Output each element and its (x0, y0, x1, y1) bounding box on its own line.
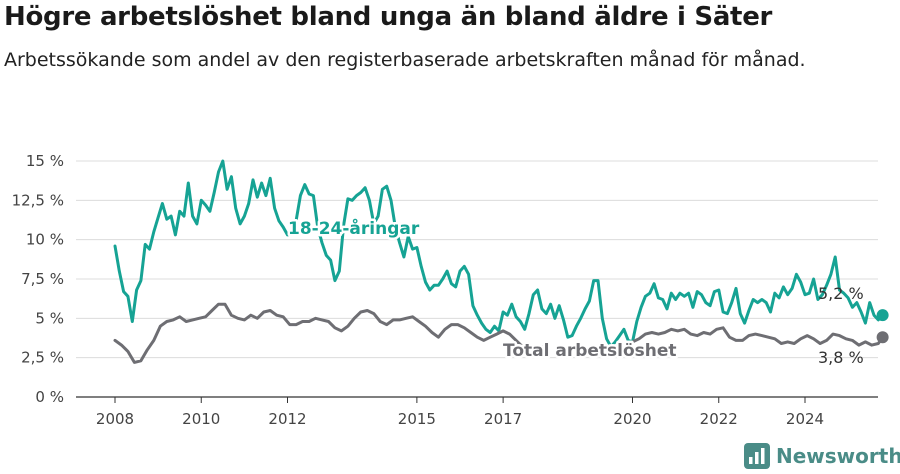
y-tick-label: 2,5 % (21, 349, 64, 367)
series-line-total (574, 348, 591, 358)
end-label-total: 3,8 % (818, 348, 864, 367)
series-lines (113, 159, 885, 364)
chart-title: Högre arbetslöshet bland unga än bland ä… (4, 2, 773, 32)
x-tick-label: 2017 (484, 410, 522, 428)
series-line-total (113, 302, 544, 364)
x-tick-label: 2024 (786, 410, 824, 428)
x-tick-label: 2008 (96, 410, 134, 428)
y-tick-label: 7,5 % (21, 270, 64, 288)
y-tick-label: 5 % (35, 309, 64, 327)
series-labels: 5,2 % 3,8 % 18-24-åringar Total arbetslöshe… (286, 215, 889, 367)
y-tick-label: 0 % (35, 388, 64, 406)
brand-logo: Newsworthy (744, 442, 900, 470)
x-tick-label: 2015 (398, 410, 436, 428)
end-label-youth: 5,2 % (818, 284, 864, 303)
y-tick-label: 10 % (26, 231, 64, 249)
end-point-youth (876, 309, 889, 322)
brand-name: Newsworthy (776, 444, 900, 468)
chart-subtitle: Arbetssökande som andel av den registerb… (4, 49, 806, 71)
x-tick-label: 2020 (613, 410, 651, 428)
series-line-youth (113, 159, 885, 349)
series-label-total: Total arbetslöshet (503, 341, 677, 361)
x-tick-label: 2012 (268, 410, 306, 428)
bar-chart-icon (744, 443, 770, 469)
x-tick-label: 2010 (182, 410, 220, 428)
y-axis: 0 % 2,5 % 5 % 7,5 % 10 % 12,5 % 15 % (12, 152, 64, 406)
x-tick-label: 2022 (700, 410, 738, 428)
y-tick-label: 15 % (26, 152, 64, 170)
y-tick-label: 12,5 % (12, 191, 64, 209)
series-label-youth: 18-24-åringar (288, 217, 420, 239)
gridlines (76, 160, 878, 359)
end-point-total (876, 331, 889, 344)
series-line-total (631, 326, 885, 347)
x-axis: 2008 2010 2012 2015 2017 2020 2022 2024 (76, 396, 878, 428)
